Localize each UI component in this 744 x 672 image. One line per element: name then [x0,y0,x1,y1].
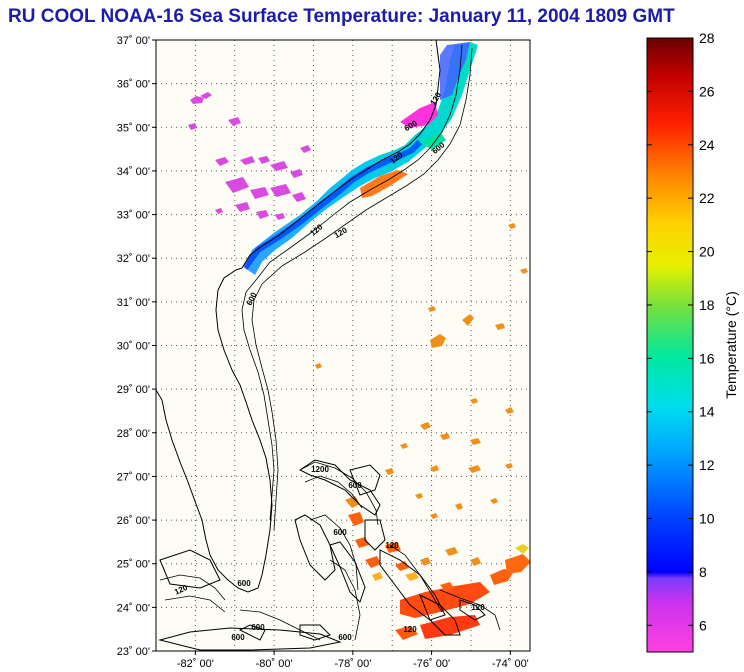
bathymetry-contours [159,44,501,641]
contour-depth-label: 600 [333,528,347,537]
lat-tick-label: 28˚ 00' [117,428,150,440]
lat-tick-label: 25˚ 00' [117,559,150,571]
map-plot-area [156,40,530,651]
colorbar-tick-label: 22 [699,190,715,206]
colorbar-tick-label: 6 [699,617,707,633]
contour-depth-label: 120 [403,625,417,634]
coastlines [156,40,486,651]
lat-tick-label: 26˚ 00' [117,515,150,527]
colorbar-tick-label: 10 [699,511,715,527]
lon-tick-label: -80˚ 00' [256,658,293,670]
colorbar-tick-label: 8 [699,564,707,580]
contour-depth-label: 600 [237,579,251,588]
colorbar-tick-label: 24 [699,137,715,153]
lat-tick-label: 34˚ 00' [117,166,150,178]
contour-depth-label: 600 [348,481,362,490]
lat-tick-label: 31˚ 00' [117,297,150,309]
colorbar-gradient [647,38,693,652]
colorbar-border [646,37,694,653]
lat-tick-label: 36˚ 00' [117,79,150,91]
lat-tick-label: 37˚ 00' [117,35,150,47]
lat-tick-label: 30˚ 00' [117,341,150,353]
latitude-axis: 37˚ 00' 36˚ 00' 35˚ 00' 34˚ 00' 33˚ 00' 32˚ 0… [117,35,156,658]
colorbar-tick-label: 12 [699,457,715,473]
lat-tick-label: 33˚ 00' [117,210,150,222]
colorbar-tick-label: 26 [699,83,715,99]
lon-tick-label: -82˚ 00' [177,658,214,670]
contour-depth-label: 120 [385,541,399,550]
colorbar: 28 26 24 22 20 18 16 14 12 10 8 6 Temperature (°C) [646,30,739,653]
sst-magenta-patches [188,92,311,220]
contour-depth-label: 600 [231,633,245,642]
colorbar-tick-label: 18 [699,297,715,313]
longitude-axis: -82˚ 00' -80˚ 00' -78˚ 00' -76˚ 00' -74˚ 00' [177,651,529,670]
lon-tick-label: -78˚ 00' [334,658,371,670]
colorbar-tick-label: 14 [699,404,715,420]
colorbar-tick-label: 28 [699,30,715,46]
contour-depth-label: 120 [471,603,485,612]
lat-tick-label: 27˚ 00' [117,471,150,483]
lat-tick-label: 35˚ 00' [117,122,150,134]
lat-tick-label: 24˚ 00' [117,602,150,614]
colorbar-tick-label: 20 [699,244,715,260]
lon-tick-label: -74˚ 00' [492,658,529,670]
contour-depth-label: 1200 [311,465,329,474]
lat-tick-label: 29˚ 00' [117,384,150,396]
map-title: RU COOL NOAA-16 Sea Surface Temperature:… [8,6,675,27]
colorbar-title: Temperature (°C) [723,291,739,399]
lat-tick-label: 23˚ 00' [117,646,150,658]
colorbar-tick-label: 16 [699,350,715,366]
contour-depth-label: 600 [251,623,265,632]
lat-tick-label: 32˚ 00' [117,253,150,265]
lon-tick-label: -76˚ 00' [413,658,450,670]
sst-orange-patches [315,223,530,640]
contour-depth-label: 600 [338,633,352,642]
